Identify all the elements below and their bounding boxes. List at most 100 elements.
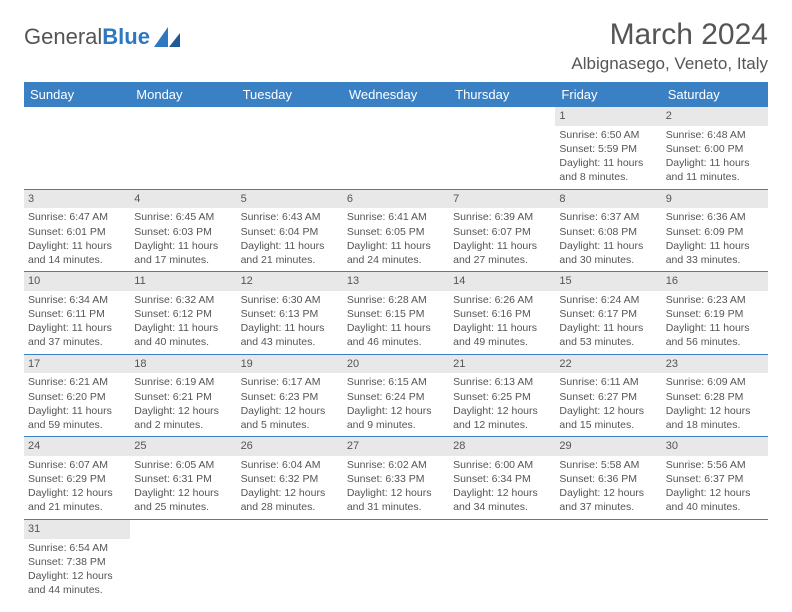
daylight-line1: Daylight: 11 hours — [134, 239, 232, 253]
sunrise-text: Sunrise: 6:28 AM — [347, 293, 445, 307]
calendar-day-empty — [449, 520, 555, 602]
calendar-day-empty — [130, 107, 236, 189]
sunrise-text: Sunrise: 6:50 AM — [559, 128, 657, 142]
sunset-text: Sunset: 6:08 PM — [559, 225, 657, 239]
sunrise-text: Sunrise: 6:36 AM — [666, 210, 764, 224]
calendar-day: 30Sunrise: 5:56 AMSunset: 6:37 PMDayligh… — [662, 437, 768, 519]
day-details: Sunrise: 6:43 AMSunset: 6:04 PMDaylight:… — [237, 208, 343, 271]
daylight-line1: Daylight: 11 hours — [347, 321, 445, 335]
day-number: 28 — [449, 437, 555, 456]
sunset-text: Sunset: 6:36 PM — [559, 472, 657, 486]
sunrise-text: Sunrise: 6:32 AM — [134, 293, 232, 307]
day-header: Sunday — [24, 82, 130, 107]
daylight-line2: and 59 minutes. — [28, 418, 126, 432]
day-number: 27 — [343, 437, 449, 456]
day-details: Sunrise: 6:28 AMSunset: 6:15 PMDaylight:… — [343, 291, 449, 354]
sunset-text: Sunset: 5:59 PM — [559, 142, 657, 156]
daylight-line1: Daylight: 11 hours — [666, 239, 764, 253]
sunrise-text: Sunrise: 6:54 AM — [28, 541, 126, 555]
calendar-day-empty — [130, 520, 236, 602]
calendar-weeks: 1 Sunrise: 6:50 AMSunset: 5:59 PM Daylight… — [24, 107, 768, 601]
daylight-line1: Daylight: 12 hours — [453, 404, 551, 418]
day-header: Wednesday — [343, 82, 449, 107]
day-number: 7 — [449, 190, 555, 209]
logo-text-a: General — [24, 24, 102, 50]
sunrise-text: Sunrise: 5:56 AM — [666, 458, 764, 472]
day-number: 31 — [24, 520, 130, 539]
day-details: Sunrise: 6:30 AMSunset: 6:13 PMDaylight:… — [237, 291, 343, 354]
sunrise-text: Sunrise: 6:21 AM — [28, 375, 126, 389]
day-details: Sunrise: 6:39 AMSunset: 6:07 PMDaylight:… — [449, 208, 555, 271]
calendar: Sunday Monday Tuesday Wednesday Thursday… — [24, 82, 768, 601]
day-number: 24 — [24, 437, 130, 456]
day-number: 3 — [24, 190, 130, 209]
calendar-day: 2Sunrise: 6:48 AMSunset: 6:00 PMDaylight… — [662, 107, 768, 189]
calendar-day-empty — [555, 520, 661, 602]
day-details: Sunrise: 6:07 AMSunset: 6:29 PMDaylight:… — [24, 456, 130, 519]
daylight-line1: Daylight: 11 hours — [347, 239, 445, 253]
day-header: Tuesday — [237, 82, 343, 107]
day-number: 10 — [24, 272, 130, 291]
logo-text-b: Blue — [102, 24, 150, 50]
daylight-line2: and 2 minutes. — [134, 418, 232, 432]
sunrise-text: Sunrise: 6:41 AM — [347, 210, 445, 224]
day-number: 9 — [662, 190, 768, 209]
calendar-day: 23Sunrise: 6:09 AMSunset: 6:28 PMDayligh… — [662, 355, 768, 437]
calendar-week: 3Sunrise: 6:47 AMSunset: 6:01 PMDaylight… — [24, 190, 768, 273]
daylight-line1: Daylight: 11 hours — [134, 321, 232, 335]
calendar-day: 13Sunrise: 6:28 AMSunset: 6:15 PMDayligh… — [343, 272, 449, 354]
daylight-line2: and 11 minutes. — [666, 170, 764, 184]
calendar-day: 27Sunrise: 6:02 AMSunset: 6:33 PMDayligh… — [343, 437, 449, 519]
sunset-text: Sunset: 6:03 PM — [134, 225, 232, 239]
daylight-line1: Daylight: 12 hours — [347, 404, 445, 418]
sunrise-text: Sunrise: 6:09 AM — [666, 375, 764, 389]
day-number: 1 — [555, 107, 661, 126]
calendar-week: 10Sunrise: 6:34 AMSunset: 6:11 PMDayligh… — [24, 272, 768, 355]
daylight-line1: Daylight: 12 hours — [347, 486, 445, 500]
day-number: 8 — [555, 190, 661, 209]
sunrise-text: Sunrise: 6:17 AM — [241, 375, 339, 389]
sunset-text: Sunset: 6:11 PM — [28, 307, 126, 321]
logo: GeneralBlue — [24, 24, 180, 50]
day-number: 12 — [237, 272, 343, 291]
day-number: 11 — [130, 272, 236, 291]
day-details: Sunrise: 6:04 AMSunset: 6:32 PMDaylight:… — [237, 456, 343, 519]
sunset-text: Sunset: 6:31 PM — [134, 472, 232, 486]
sunrise-text: Sunrise: 6:05 AM — [134, 458, 232, 472]
header: GeneralBlue March 2024 Albignasego, Vene… — [24, 18, 768, 74]
day-details: Sunrise: 5:56 AMSunset: 6:37 PMDaylight:… — [662, 456, 768, 519]
sunrise-text: Sunrise: 6:04 AM — [241, 458, 339, 472]
daylight-line2: and 14 minutes. — [28, 253, 126, 267]
daylight-line2: and 9 minutes. — [347, 418, 445, 432]
daylight-line2: and 25 minutes. — [134, 500, 232, 514]
sunrise-text: Sunrise: 6:24 AM — [559, 293, 657, 307]
daylight-line1: Daylight: 12 hours — [559, 486, 657, 500]
calendar-day: 31Sunrise: 6:54 AMSunset: 7:38 PMDayligh… — [24, 520, 130, 602]
calendar-day-empty — [343, 520, 449, 602]
sunset-text: Sunset: 6:16 PM — [453, 307, 551, 321]
day-number: 14 — [449, 272, 555, 291]
daylight-line1: Daylight: 12 hours — [453, 486, 551, 500]
day-details: Sunrise: 6:45 AMSunset: 6:03 PMDaylight:… — [130, 208, 236, 271]
sunset-text: Sunset: 6:01 PM — [28, 225, 126, 239]
day-number: 26 — [237, 437, 343, 456]
calendar-day: 7Sunrise: 6:39 AMSunset: 6:07 PMDaylight… — [449, 190, 555, 272]
calendar-day: 29Sunrise: 5:58 AMSunset: 6:36 PMDayligh… — [555, 437, 661, 519]
sunrise-text: Sunrise: 6:13 AM — [453, 375, 551, 389]
day-details: Sunrise: 6:48 AMSunset: 6:00 PMDaylight:… — [662, 126, 768, 189]
day-number: 6 — [343, 190, 449, 209]
day-number: 29 — [555, 437, 661, 456]
daylight-line1: Daylight: 12 hours — [134, 486, 232, 500]
calendar-day: 16Sunrise: 6:23 AMSunset: 6:19 PMDayligh… — [662, 272, 768, 354]
day-number: 17 — [24, 355, 130, 374]
daylight-line2: and 31 minutes. — [347, 500, 445, 514]
sunset-text: Sunset: 6:24 PM — [347, 390, 445, 404]
day-details: Sunrise: 6:37 AMSunset: 6:08 PMDaylight:… — [555, 208, 661, 271]
daylight-line1: Daylight: 11 hours — [241, 239, 339, 253]
calendar-week: 24Sunrise: 6:07 AMSunset: 6:29 PMDayligh… — [24, 437, 768, 520]
sunset-text: Sunset: 6:04 PM — [241, 225, 339, 239]
day-headers: Sunday Monday Tuesday Wednesday Thursday… — [24, 82, 768, 107]
sunset-text: Sunset: 6:29 PM — [28, 472, 126, 486]
sunset-text: Sunset: 6:28 PM — [666, 390, 764, 404]
sunrise-text: Sunrise: 6:00 AM — [453, 458, 551, 472]
